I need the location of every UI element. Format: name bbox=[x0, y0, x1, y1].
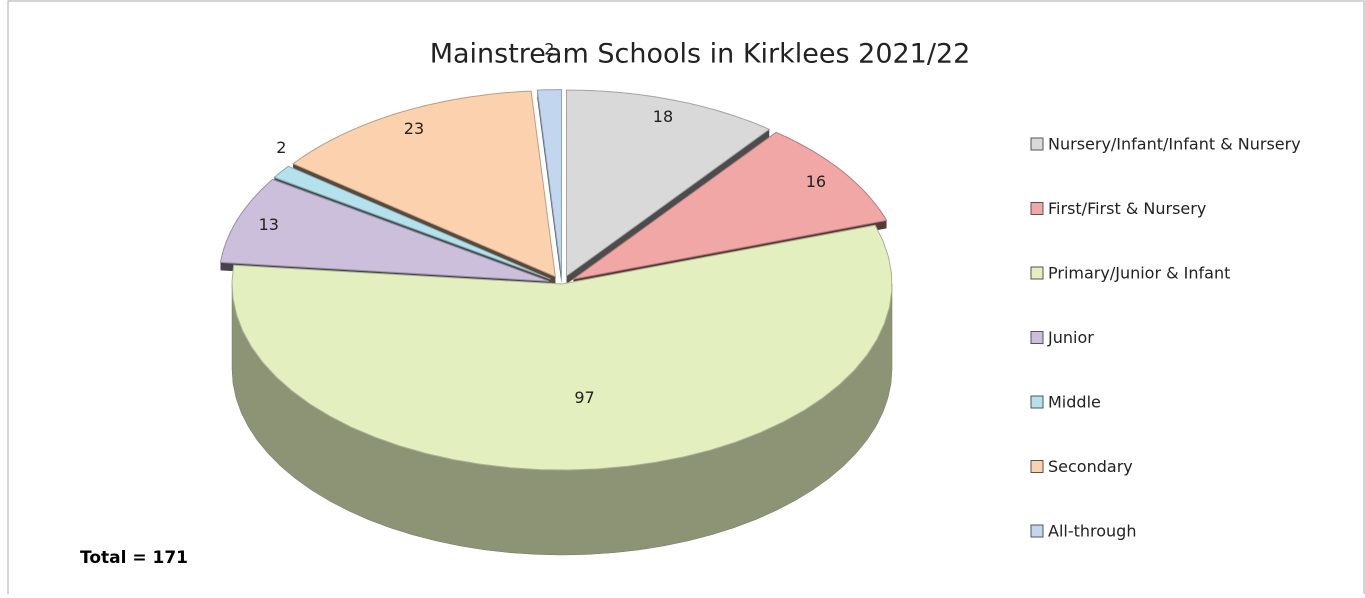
legend-swatch bbox=[1030, 331, 1044, 344]
legend-swatch bbox=[1030, 460, 1044, 473]
pie-slice bbox=[273, 165, 551, 280]
legend-label: Secondary bbox=[1048, 457, 1133, 476]
legend-swatch bbox=[1030, 202, 1044, 215]
data-label: 16 bbox=[806, 172, 826, 191]
legend-label: Nursery/Infant/Infant & Nursery bbox=[1048, 135, 1301, 154]
legend-label: Junior bbox=[1047, 328, 1094, 347]
legend-swatch bbox=[1030, 266, 1044, 280]
pie-slice bbox=[573, 131, 888, 280]
annotation: Total = 171 bbox=[80, 548, 188, 568]
data-label: 13 bbox=[259, 215, 279, 234]
chart-title: Mainstream Schools in Kirklees 2021/22 bbox=[430, 39, 971, 70]
data-label: 2 bbox=[544, 39, 554, 58]
data-label: 18 bbox=[653, 107, 673, 126]
pie-slice bbox=[292, 90, 556, 278]
pie-slice bbox=[565, 89, 771, 278]
data-label: 23 bbox=[404, 119, 424, 138]
legend-swatch bbox=[1030, 395, 1044, 409]
pie-slice bbox=[536, 89, 563, 276]
pie-slice bbox=[231, 224, 893, 471]
data-label: 97 bbox=[574, 388, 594, 407]
legend-label: Middle bbox=[1048, 393, 1101, 412]
pie-slice-edge bbox=[566, 129, 770, 285]
legend-swatch bbox=[1030, 524, 1044, 538]
legend-label: All-through bbox=[1048, 522, 1136, 541]
data-label: 2 bbox=[276, 138, 286, 157]
legend-label: Primary/Junior & Infant bbox=[1048, 264, 1230, 283]
pie-slice bbox=[219, 178, 549, 282]
legend-label: First/First & Nursery bbox=[1048, 199, 1206, 218]
legend-swatch bbox=[1030, 137, 1044, 151]
